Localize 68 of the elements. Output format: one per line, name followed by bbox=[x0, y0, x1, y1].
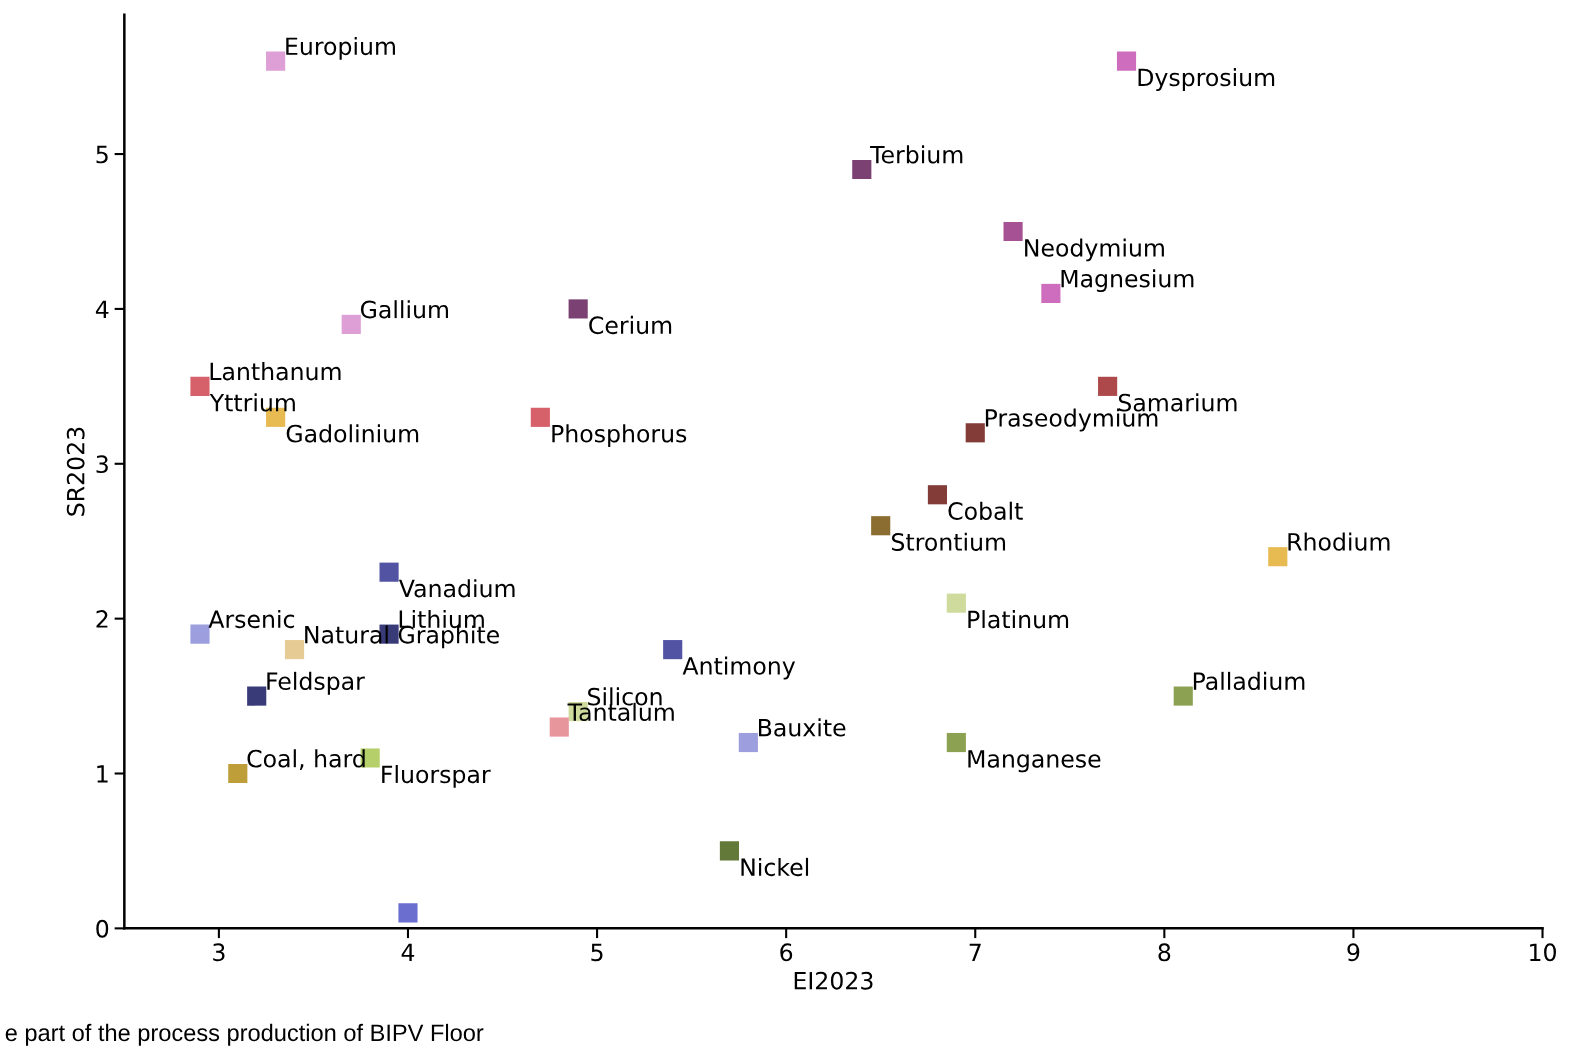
y-tick-label: 5 bbox=[96, 145, 108, 164]
annotation: Neodymium bbox=[1025, 238, 1164, 262]
annotation: Arsenic bbox=[208, 609, 295, 629]
point bbox=[1116, 51, 1137, 71]
y-tick-label: 0 bbox=[96, 919, 109, 938]
point bbox=[719, 841, 740, 861]
x-tick-label: 9 bbox=[1347, 943, 1360, 962]
annotation: Rhodium bbox=[1288, 532, 1390, 551]
annotation: Magnesium bbox=[1061, 269, 1194, 293]
x-tick-label: 6 bbox=[780, 943, 793, 962]
annotation: Lanthanum bbox=[210, 362, 341, 381]
point bbox=[738, 732, 758, 753]
x-tick-label: 8 bbox=[1158, 943, 1171, 962]
point bbox=[190, 624, 210, 644]
point bbox=[568, 299, 588, 319]
annotation: Manganese bbox=[968, 750, 1101, 773]
y-tick-label: 4 bbox=[95, 300, 109, 318]
y-axis-title: SR2023 bbox=[66, 427, 85, 516]
point bbox=[1003, 221, 1023, 242]
annotation: Nickel bbox=[741, 857, 809, 877]
x-tick-label: 4 bbox=[401, 943, 415, 961]
point bbox=[549, 717, 569, 737]
annotation: Platinum bbox=[968, 610, 1069, 629]
annotation: Yttrium bbox=[209, 393, 295, 412]
point bbox=[663, 640, 683, 660]
point bbox=[1098, 376, 1118, 396]
annotation: Europium bbox=[286, 36, 395, 60]
x-tick-label: 7 bbox=[969, 943, 981, 961]
annotation: Bauxite bbox=[758, 718, 846, 737]
x-tick-label: 5 bbox=[591, 943, 603, 962]
point bbox=[927, 485, 947, 505]
x-axis-title: EI2023 bbox=[794, 971, 873, 990]
x-tick-label: 10 bbox=[1530, 943, 1556, 962]
point bbox=[852, 159, 872, 180]
x-tick-label: 3 bbox=[213, 943, 225, 962]
annotation: Phosphorus bbox=[552, 424, 687, 448]
annotation: Antimony bbox=[682, 656, 796, 680]
annotation: Gallium bbox=[360, 300, 448, 319]
annotation: Gadolinium bbox=[286, 424, 419, 443]
point bbox=[946, 732, 966, 753]
point bbox=[1041, 283, 1061, 304]
annotation: Vanadium bbox=[398, 579, 515, 598]
point bbox=[247, 686, 267, 706]
point bbox=[266, 51, 286, 71]
point bbox=[965, 423, 985, 443]
annotation: Cerium bbox=[589, 315, 672, 335]
point bbox=[379, 562, 399, 582]
point bbox=[1268, 547, 1288, 567]
point bbox=[530, 407, 550, 427]
y-tick-label: 3 bbox=[96, 455, 108, 474]
y-tick-label: 1 bbox=[97, 765, 108, 783]
text: e part of the process production of BIPV Floor bbox=[5, 1023, 484, 1046]
annotation: Fluorspar bbox=[382, 764, 491, 788]
point bbox=[341, 314, 361, 334]
point bbox=[946, 593, 966, 613]
point bbox=[398, 903, 418, 923]
annotation: Palladium bbox=[1193, 671, 1305, 691]
annotation: Cobalt bbox=[948, 501, 1023, 520]
point bbox=[228, 763, 248, 784]
y-tick-label: 2 bbox=[96, 610, 108, 628]
annotation: Strontium bbox=[891, 532, 1006, 551]
annotation: Terbium bbox=[870, 145, 963, 164]
point bbox=[871, 516, 891, 536]
annotation: Feldspar bbox=[267, 671, 365, 695]
annotation: Dysprosium bbox=[1138, 68, 1275, 91]
point bbox=[1173, 686, 1193, 706]
point bbox=[284, 640, 305, 660]
point bbox=[190, 376, 210, 396]
